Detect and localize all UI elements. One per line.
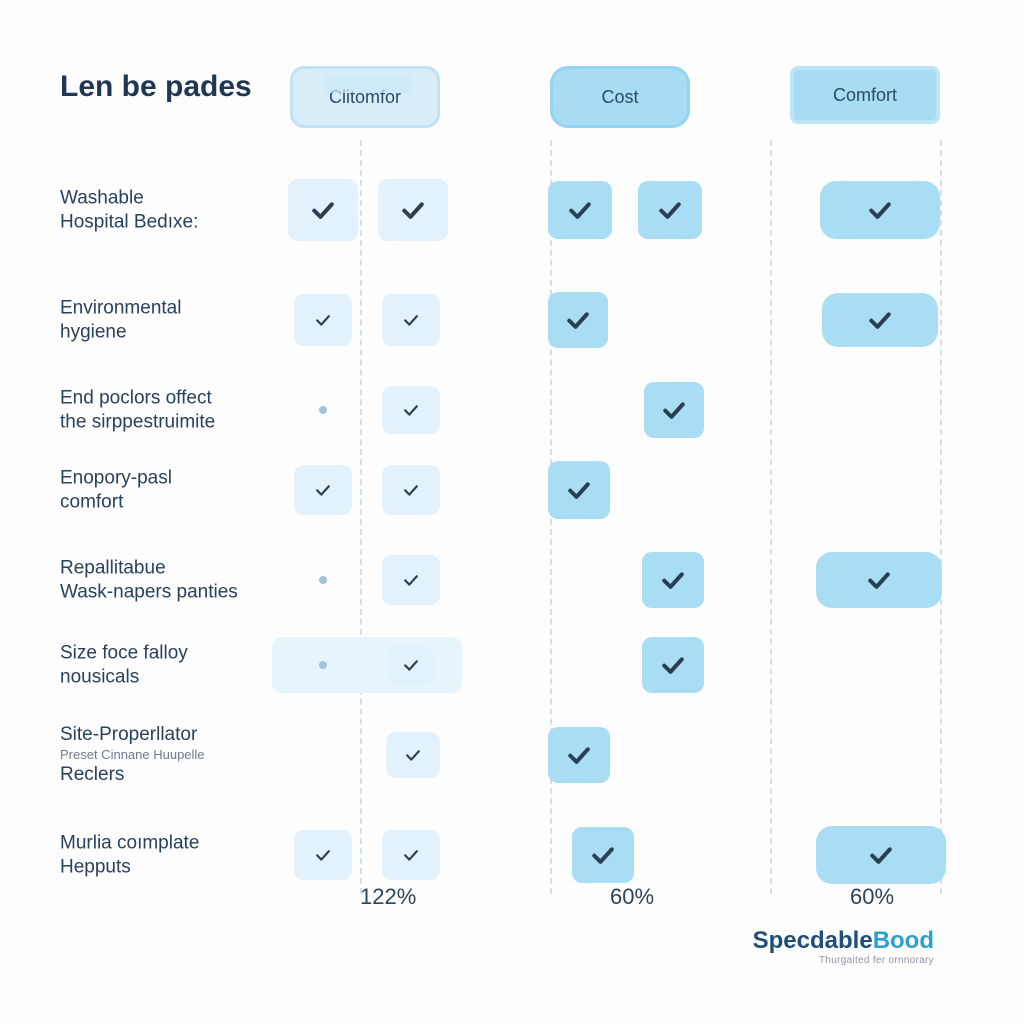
pct-3: 60% <box>850 884 894 910</box>
check-cell <box>548 461 610 519</box>
check-cell <box>638 181 702 239</box>
row-label: WashableHospital Bedıxe: <box>60 186 270 234</box>
check-cell <box>294 294 352 346</box>
pct-1: 122% <box>360 884 416 910</box>
table-row: Site-ProperllatorPreset Cinnane Huupelle… <box>50 715 974 795</box>
check-cell <box>644 382 704 438</box>
row-label: Site-ProperllatorPreset Cinnane Huupelle… <box>60 723 270 787</box>
brand-part-a: Specdable <box>753 927 873 954</box>
check-cell <box>382 386 440 434</box>
chart-title: Len be pades <box>60 70 252 104</box>
comparison-chart: Len be pades Clitomfor Cost Comfort Wash… <box>50 60 974 984</box>
check-cell <box>816 826 946 884</box>
row-label: Enopory-paslcomfort <box>60 466 270 514</box>
check-cell <box>816 552 942 608</box>
pct-2: 60% <box>610 884 654 910</box>
footer-percents: 122% 60% 60% <box>290 884 974 924</box>
brand-part-b: Bood <box>873 927 934 954</box>
brand-tagline: Thurgaited fer ornnorary <box>753 955 934 966</box>
check-cell <box>572 827 634 883</box>
table-row: Size foce falloynousicals <box>50 625 974 705</box>
check-cell <box>642 552 704 608</box>
check-cell <box>548 727 610 783</box>
row-label: End poclors offectthe sirppestruimite <box>60 386 270 434</box>
table-row: Enopory-paslcomfort <box>50 450 974 530</box>
check-cell <box>820 181 940 239</box>
check-cell <box>822 293 938 347</box>
header-badge-2: Cost <box>550 66 690 128</box>
dot-marker <box>308 565 338 595</box>
check-cell <box>642 637 704 693</box>
row-label: Size foce falloynousicals <box>60 641 270 689</box>
header-badge-1: Clitomfor <box>290 66 440 128</box>
header-badge-1-cap <box>323 75 413 93</box>
check-cell <box>382 830 440 880</box>
check-cell <box>294 465 352 515</box>
table-row: End poclors offectthe sirppestruimite <box>50 370 974 450</box>
check-cell <box>548 181 612 239</box>
column-headers: Clitomfor Cost Comfort <box>290 60 974 150</box>
dot-marker <box>308 650 338 680</box>
header-label-3: Comfort <box>833 85 897 106</box>
check-cell <box>382 555 440 605</box>
check-cell <box>382 465 440 515</box>
check-cell <box>378 179 448 241</box>
header-badge-3: Comfort <box>790 66 940 124</box>
rows-area: WashableHospital Bedıxe: Environmentalhyg… <box>50 170 974 884</box>
check-cell <box>294 830 352 880</box>
check-cell <box>548 292 608 348</box>
row-label: Environmentalhygiene <box>60 296 270 344</box>
header-label-2: Cost <box>601 87 638 108</box>
check-cell <box>288 179 358 241</box>
row-label: Murlia coımplateHepputs <box>60 831 270 879</box>
brand-name: SpecdableBood <box>753 927 934 955</box>
brand-block: SpecdableBood Thurgaited fer ornnorary <box>753 927 934 966</box>
check-cell <box>386 732 440 778</box>
check-cell <box>388 645 434 685</box>
row-label: RepallitabueWask-napers panties <box>60 556 270 604</box>
check-cell <box>382 294 440 346</box>
dot-marker <box>308 395 338 425</box>
